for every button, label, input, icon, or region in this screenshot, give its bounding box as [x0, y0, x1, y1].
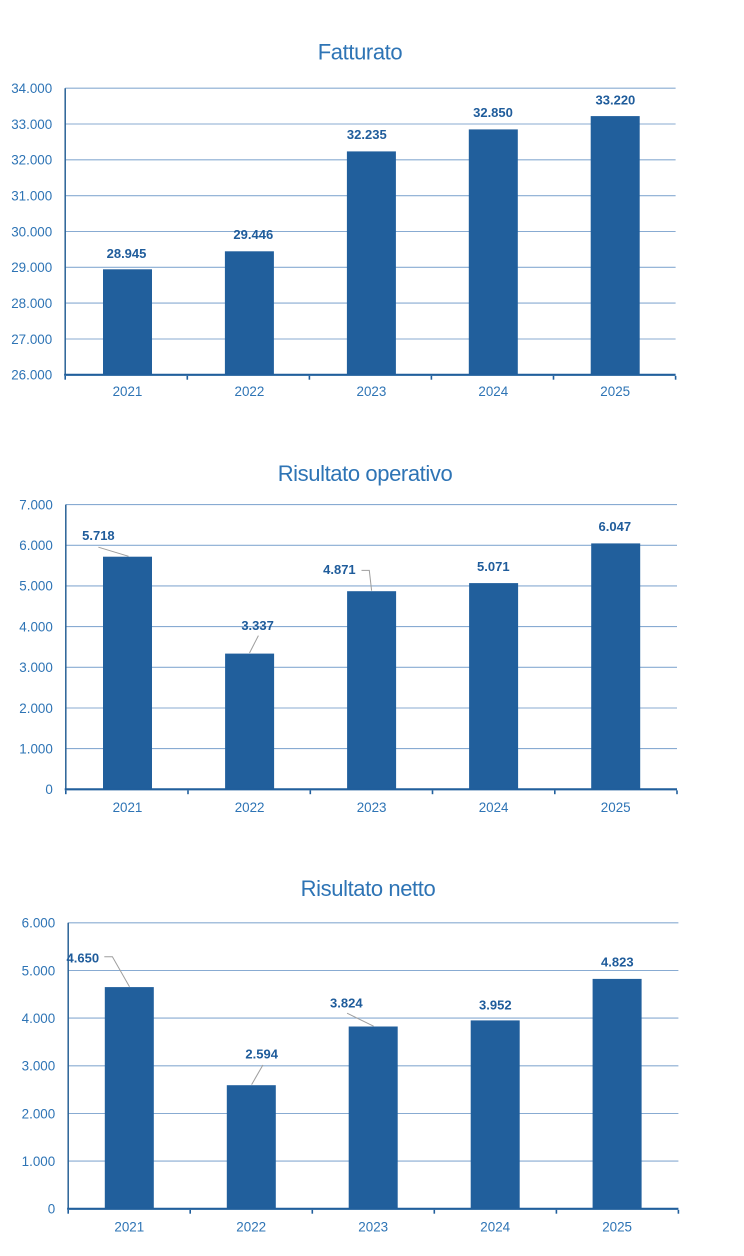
svg-text:3.337: 3.337: [241, 618, 274, 633]
svg-text:3.000: 3.000: [19, 660, 53, 675]
svg-text:4.650: 4.650: [67, 950, 100, 965]
svg-text:2024: 2024: [478, 384, 508, 399]
svg-text:2.000: 2.000: [22, 1106, 56, 1121]
svg-text:2022: 2022: [235, 384, 265, 399]
svg-text:Risultato netto: Risultato netto: [301, 876, 436, 901]
svg-text:32.235: 32.235: [347, 127, 387, 142]
svg-text:6.000: 6.000: [22, 916, 56, 931]
svg-text:2025: 2025: [600, 384, 630, 399]
svg-text:2021: 2021: [113, 384, 143, 399]
svg-text:2025: 2025: [601, 800, 631, 815]
svg-text:6.047: 6.047: [599, 519, 632, 534]
svg-text:33.220: 33.220: [596, 93, 636, 108]
svg-text:4.000: 4.000: [22, 1011, 56, 1026]
svg-text:2022: 2022: [236, 1220, 266, 1235]
svg-text:2.000: 2.000: [19, 701, 53, 716]
svg-text:28.945: 28.945: [107, 246, 147, 261]
svg-text:Fatturato: Fatturato: [318, 40, 403, 65]
svg-text:3.000: 3.000: [22, 1059, 56, 1074]
svg-text:33.000: 33.000: [11, 117, 52, 132]
svg-text:6.000: 6.000: [19, 538, 53, 553]
svg-text:3.952: 3.952: [479, 997, 512, 1012]
svg-text:29.000: 29.000: [11, 260, 52, 275]
svg-text:Risultato operativo: Risultato operativo: [278, 461, 453, 486]
svg-text:2023: 2023: [357, 800, 387, 815]
svg-text:7.000: 7.000: [19, 497, 53, 512]
svg-text:2024: 2024: [479, 800, 509, 815]
svg-text:5.000: 5.000: [19, 579, 53, 594]
svg-text:2025: 2025: [602, 1220, 632, 1235]
svg-text:2023: 2023: [358, 1220, 388, 1235]
svg-text:2021: 2021: [114, 1220, 144, 1235]
svg-text:2023: 2023: [357, 384, 387, 399]
svg-text:1.000: 1.000: [22, 1154, 56, 1169]
svg-text:28.000: 28.000: [11, 296, 52, 311]
svg-text:29.446: 29.446: [233, 227, 273, 242]
svg-text:4.871: 4.871: [323, 562, 356, 577]
svg-text:2022: 2022: [235, 800, 265, 815]
svg-text:5.000: 5.000: [22, 963, 56, 978]
svg-text:32.000: 32.000: [11, 153, 52, 168]
svg-text:34.000: 34.000: [11, 81, 52, 96]
svg-text:26.000: 26.000: [11, 368, 52, 383]
svg-text:0: 0: [48, 1202, 55, 1217]
svg-text:2024: 2024: [480, 1220, 510, 1235]
svg-text:31.000: 31.000: [11, 189, 52, 204]
svg-text:2021: 2021: [113, 800, 143, 815]
svg-text:3.824: 3.824: [330, 996, 363, 1011]
svg-text:1.000: 1.000: [19, 741, 53, 756]
svg-text:0: 0: [45, 782, 52, 797]
svg-text:32.850: 32.850: [473, 105, 513, 120]
svg-text:4.000: 4.000: [19, 619, 53, 634]
svg-text:5.718: 5.718: [82, 528, 115, 543]
svg-text:30.000: 30.000: [11, 224, 52, 239]
svg-text:27.000: 27.000: [11, 332, 52, 347]
svg-text:4.823: 4.823: [601, 954, 634, 969]
svg-text:2.594: 2.594: [245, 1047, 278, 1062]
svg-text:5.071: 5.071: [477, 559, 510, 574]
